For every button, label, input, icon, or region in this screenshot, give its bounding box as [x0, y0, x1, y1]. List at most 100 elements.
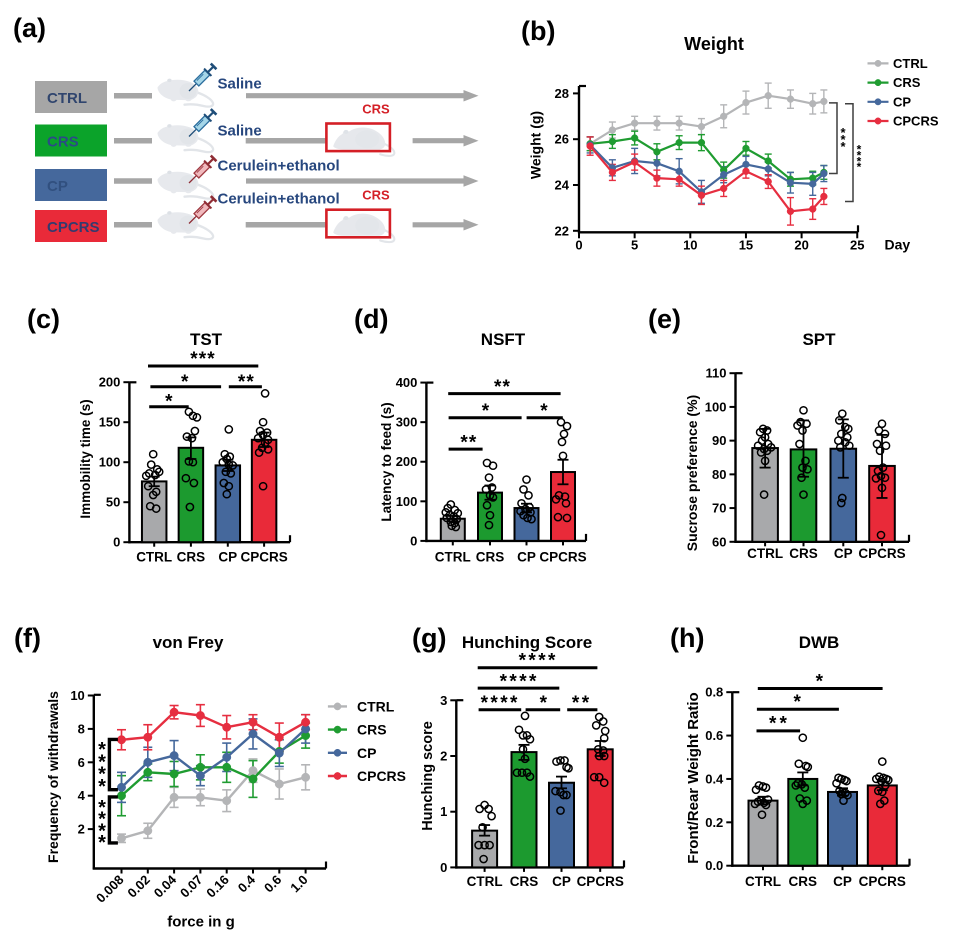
svg-text:CTRL: CTRL	[47, 90, 87, 107]
svg-text:*: *	[98, 797, 106, 819]
svg-text:CP: CP	[218, 550, 237, 565]
svg-text:4: 4	[78, 788, 86, 803]
svg-text:(h): (h)	[670, 623, 704, 653]
svg-text:CPCRS: CPCRS	[858, 546, 905, 561]
svg-text:300: 300	[396, 415, 418, 430]
svg-text:*: *	[816, 672, 824, 693]
svg-text:*: *	[548, 650, 556, 671]
svg-text:10: 10	[683, 237, 697, 252]
svg-text:24: 24	[555, 178, 570, 193]
svg-text:0: 0	[410, 533, 417, 548]
svg-text:*: *	[98, 832, 106, 854]
svg-text:20: 20	[794, 237, 808, 252]
svg-text:*: *	[528, 650, 536, 671]
svg-text:*: *	[246, 372, 254, 393]
svg-text:CPCRS: CPCRS	[240, 550, 287, 565]
svg-text:100: 100	[396, 494, 418, 509]
svg-text:60: 60	[712, 534, 726, 549]
svg-text:CRS: CRS	[893, 75, 921, 90]
svg-text:*: *	[857, 143, 862, 157]
svg-text:*: *	[503, 377, 511, 398]
svg-text:CTRL: CTRL	[467, 874, 503, 889]
svg-text:90: 90	[712, 433, 726, 448]
svg-text:CRS: CRS	[177, 550, 206, 565]
svg-text:CTRL: CTRL	[893, 56, 928, 71]
svg-text:CP: CP	[552, 874, 571, 889]
svg-text:*: *	[840, 125, 846, 140]
svg-text:TST: TST	[190, 330, 223, 349]
svg-text:*: *	[98, 776, 106, 798]
svg-text:*: *	[98, 751, 106, 773]
svg-text:Day: Day	[885, 236, 911, 252]
svg-text:*: *	[98, 764, 106, 786]
svg-text:*: *	[529, 672, 537, 693]
svg-text:Saline: Saline	[218, 123, 262, 140]
svg-text:CP: CP	[47, 178, 68, 195]
svg-text:*: *	[540, 693, 548, 714]
svg-text:(b): (b)	[521, 16, 555, 46]
svg-text:*: *	[494, 377, 502, 398]
svg-text:*: *	[769, 713, 777, 734]
svg-text:0: 0	[575, 237, 582, 252]
svg-text:10: 10	[70, 688, 84, 703]
svg-text:CRS: CRS	[47, 134, 79, 151]
svg-text:Frequency of withdrawals: Frequency of withdrawals	[45, 691, 61, 863]
svg-text:CP: CP	[357, 745, 376, 761]
svg-text:5: 5	[631, 237, 638, 252]
svg-text:Weight: Weight	[684, 34, 744, 54]
svg-text:CPCRS: CPCRS	[577, 874, 624, 889]
svg-text:*: *	[509, 672, 517, 693]
svg-text:110: 110	[706, 366, 727, 381]
svg-text:CPCRS: CPCRS	[539, 550, 586, 565]
svg-text:0.2: 0.2	[705, 815, 723, 830]
svg-text:*: *	[199, 349, 207, 370]
svg-text:Saline: Saline	[218, 76, 262, 93]
svg-text:*: *	[840, 132, 846, 147]
svg-text:*: *	[540, 401, 548, 422]
svg-text:*: *	[181, 372, 189, 393]
svg-text:CRS: CRS	[510, 874, 539, 889]
svg-text:100: 100	[99, 455, 121, 470]
svg-text:force in g: force in g	[167, 914, 235, 931]
svg-text:1: 1	[440, 804, 447, 819]
svg-text:*: *	[98, 809, 106, 831]
svg-text:0: 0	[113, 535, 120, 550]
svg-text:*: *	[857, 154, 862, 168]
svg-text:CTRL: CTRL	[136, 550, 172, 565]
svg-text:Cerulein+ethanol: Cerulein+ethanol	[218, 157, 340, 174]
svg-text:Front/Rear Weight Ratio: Front/Rear Weight Ratio	[685, 692, 702, 863]
svg-text:*: *	[519, 672, 527, 693]
svg-text:Sucrose preference (%): Sucrose preference (%)	[684, 395, 700, 551]
svg-text:200: 200	[99, 375, 121, 390]
svg-text:CP: CP	[893, 94, 911, 109]
svg-text:Latency to feed (s): Latency to feed (s)	[379, 402, 394, 521]
svg-text:CP: CP	[517, 550, 536, 565]
svg-text:(c): (c)	[27, 304, 60, 334]
svg-text:(g): (g)	[412, 623, 446, 653]
svg-text:8: 8	[78, 721, 85, 736]
svg-text:(d): (d)	[354, 304, 388, 334]
svg-text:Hunching Score: Hunching Score	[462, 633, 592, 652]
svg-text:25: 25	[850, 237, 864, 252]
svg-text:*: *	[98, 739, 106, 761]
svg-text:2: 2	[440, 749, 447, 764]
svg-text:2: 2	[78, 822, 85, 837]
svg-text:0: 0	[440, 860, 447, 875]
svg-text:CP: CP	[833, 874, 852, 889]
svg-text:*: *	[840, 139, 846, 154]
svg-text:CPCRS: CPCRS	[47, 219, 100, 236]
svg-text:(f): (f)	[14, 623, 41, 653]
svg-text:von Frey: von Frey	[153, 633, 224, 652]
svg-text:*: *	[482, 401, 490, 422]
svg-text:22: 22	[555, 223, 569, 238]
svg-text:SPT: SPT	[802, 330, 836, 349]
svg-text:CRS: CRS	[362, 188, 390, 203]
svg-text:NSFT: NSFT	[481, 330, 526, 349]
svg-text:15: 15	[739, 237, 753, 252]
svg-text:*: *	[572, 693, 580, 714]
svg-text:CP: CP	[834, 546, 853, 561]
svg-text:*: *	[780, 713, 788, 734]
svg-text:*: *	[490, 693, 498, 714]
svg-text:*: *	[538, 650, 546, 671]
svg-text:CRS: CRS	[476, 550, 505, 565]
